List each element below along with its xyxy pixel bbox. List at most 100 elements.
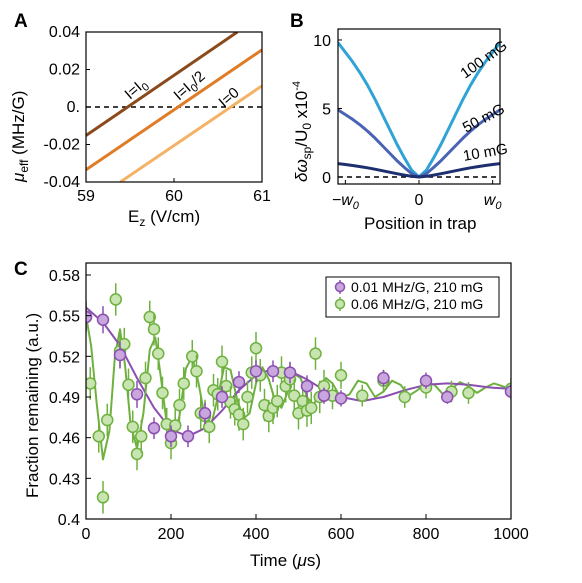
panel-c-point bbox=[86, 377, 97, 390]
panel-b-curve-2 bbox=[338, 162, 500, 179]
panel-c-ylabel: Fraction remaining (a.u.) bbox=[23, 313, 42, 498]
panel-c-point bbox=[169, 419, 182, 432]
panel-c-point bbox=[86, 310, 93, 324]
panel-c-xtick-label: 800 bbox=[413, 526, 440, 543]
panel-c-point bbox=[441, 390, 454, 404]
panel-a-ytick-label: -0.02 bbox=[44, 137, 81, 154]
panel-a-xlabel: Ez (V/cm) bbox=[128, 207, 200, 229]
panel-c-letter: C bbox=[14, 259, 28, 280]
panel-c-point bbox=[203, 420, 216, 434]
panel-c-xtick-label: 200 bbox=[158, 526, 185, 543]
panel-a-letter: A bbox=[14, 11, 28, 32]
panel-a-xtick-label: 59 bbox=[77, 188, 95, 205]
legend-box bbox=[325, 276, 500, 318]
panel-c-xtick-label: 600 bbox=[328, 526, 355, 543]
panel-c: 0 200 400 600 800 1000 0.4 0.43 0.46 0.49 0.52 0.55… bbox=[23, 262, 529, 570]
panel-c-point bbox=[126, 420, 139, 434]
panel-b-xtick-label: 0 bbox=[415, 192, 424, 209]
panel-c-point bbox=[152, 347, 165, 360]
panel-c-ytick-label: 0.43 bbox=[49, 471, 80, 488]
panel-c-point bbox=[101, 413, 114, 427]
label-100mg: 100 mG bbox=[457, 37, 510, 82]
panel-c-legend: 0.01 MHz/G, 210 mG 0.06 MHz/G, 210 mG bbox=[325, 276, 500, 318]
panel-a-frame bbox=[85, 31, 263, 183]
panel-c-point bbox=[317, 389, 331, 402]
panel-c-point bbox=[139, 371, 152, 385]
panel-c-ytick-label: 0.55 bbox=[49, 309, 80, 326]
panel-c-point bbox=[300, 379, 314, 393]
panel-a-ylabel: μeff (MHz/G) bbox=[9, 91, 31, 183]
panel-a-line-0 bbox=[86, 32, 239, 137]
panel-c-point bbox=[232, 375, 246, 389]
panel-b-xtick-label: −w0 bbox=[332, 192, 360, 212]
panel-a-line-2 bbox=[119, 84, 262, 182]
panel-c-point bbox=[147, 322, 161, 336]
panel-a-xtick-label: 60 bbox=[165, 188, 183, 205]
panel-a-ytick-label: 0. bbox=[67, 99, 80, 116]
panel-c-point bbox=[96, 491, 110, 504]
panel-c-point bbox=[419, 374, 433, 387]
panel-c-point bbox=[109, 293, 122, 306]
panel-c-point bbox=[113, 348, 127, 362]
panel-c-point bbox=[173, 398, 186, 412]
panel-c-ytick-label: 0.46 bbox=[49, 431, 80, 448]
panel-c-point bbox=[271, 394, 284, 408]
panel-a-line-1 bbox=[86, 48, 262, 172]
panel-c-point bbox=[96, 313, 110, 326]
panel-c-point bbox=[356, 389, 369, 402]
panel-c-point bbox=[135, 430, 148, 443]
panel-c-point bbox=[241, 390, 254, 404]
panel-c-point bbox=[186, 350, 199, 363]
panel-c-xtick-label: 0 bbox=[82, 526, 91, 543]
panel-c-point bbox=[249, 364, 263, 378]
panel-c-point bbox=[92, 430, 105, 443]
legend-marker-green bbox=[334, 298, 346, 310]
panel-c-point bbox=[220, 379, 233, 393]
panel-c-point bbox=[334, 392, 348, 405]
panel-a-ytick-label: 0.04 bbox=[49, 24, 80, 41]
panel-c-point bbox=[305, 401, 318, 415]
panel-b-xtick-label: w0 bbox=[484, 192, 503, 212]
label-10mg: 10 mG bbox=[462, 140, 509, 165]
panel-c-point bbox=[122, 378, 135, 392]
panel-c-point bbox=[398, 390, 411, 404]
panel-b-xlabel: Position in trap bbox=[364, 214, 476, 233]
panel-c-ytick-label: 0.58 bbox=[49, 268, 80, 285]
panel-c-point bbox=[143, 310, 156, 324]
panel-b-ylabel: δωsp/U0 x10-4 bbox=[291, 81, 314, 182]
panel-b-letter: B bbox=[290, 11, 304, 32]
panel-c-frame bbox=[85, 262, 512, 520]
panel-c-point bbox=[283, 366, 297, 379]
panel-c-point bbox=[130, 447, 144, 461]
panel-c-point bbox=[147, 421, 161, 435]
panel-c-point bbox=[130, 388, 144, 401]
panel-a-ytick-label: -0.04 bbox=[44, 174, 81, 191]
panel-b-ytick-label: 10 bbox=[313, 33, 331, 50]
panel-c-point bbox=[237, 417, 250, 431]
panel-c-point bbox=[215, 355, 229, 369]
panel-c-point bbox=[177, 377, 190, 390]
legend-label-purple: 0.01 MHz/G, 210 mG bbox=[351, 279, 483, 295]
panel-c-point bbox=[504, 385, 511, 398]
panel-c-point bbox=[462, 386, 475, 400]
panel-c-xtick-label: 400 bbox=[243, 526, 270, 543]
panel-c-point bbox=[266, 364, 280, 378]
panel-c-xlabel: Time (μs) bbox=[250, 551, 321, 570]
panel-c-point bbox=[156, 386, 169, 400]
panel-c-point bbox=[249, 341, 263, 355]
label-i-0: I=0 bbox=[215, 84, 242, 111]
panel-a-ytick-label: 0.02 bbox=[49, 62, 80, 79]
panel-c-point bbox=[334, 369, 348, 382]
panel-a-xtick-label: 61 bbox=[253, 188, 271, 205]
panel-a: 59 60 61-0.04-0.020.0.020.04 I=I0 I=I0/2 I… bbox=[9, 24, 271, 229]
panel-c-point bbox=[309, 347, 322, 360]
panel-c-point bbox=[181, 430, 195, 443]
panel-c-point bbox=[190, 364, 203, 378]
legend-label-green: 0.06 MHz/G, 210 mG bbox=[351, 296, 483, 312]
panel-c-xtick-label: 1000 bbox=[493, 526, 529, 543]
panel-c-ytick-label: 0.49 bbox=[49, 390, 80, 407]
legend-marker-purple bbox=[334, 281, 346, 293]
panel-b-ytick-label: 0 bbox=[322, 170, 331, 187]
panel-c-point bbox=[118, 337, 131, 351]
